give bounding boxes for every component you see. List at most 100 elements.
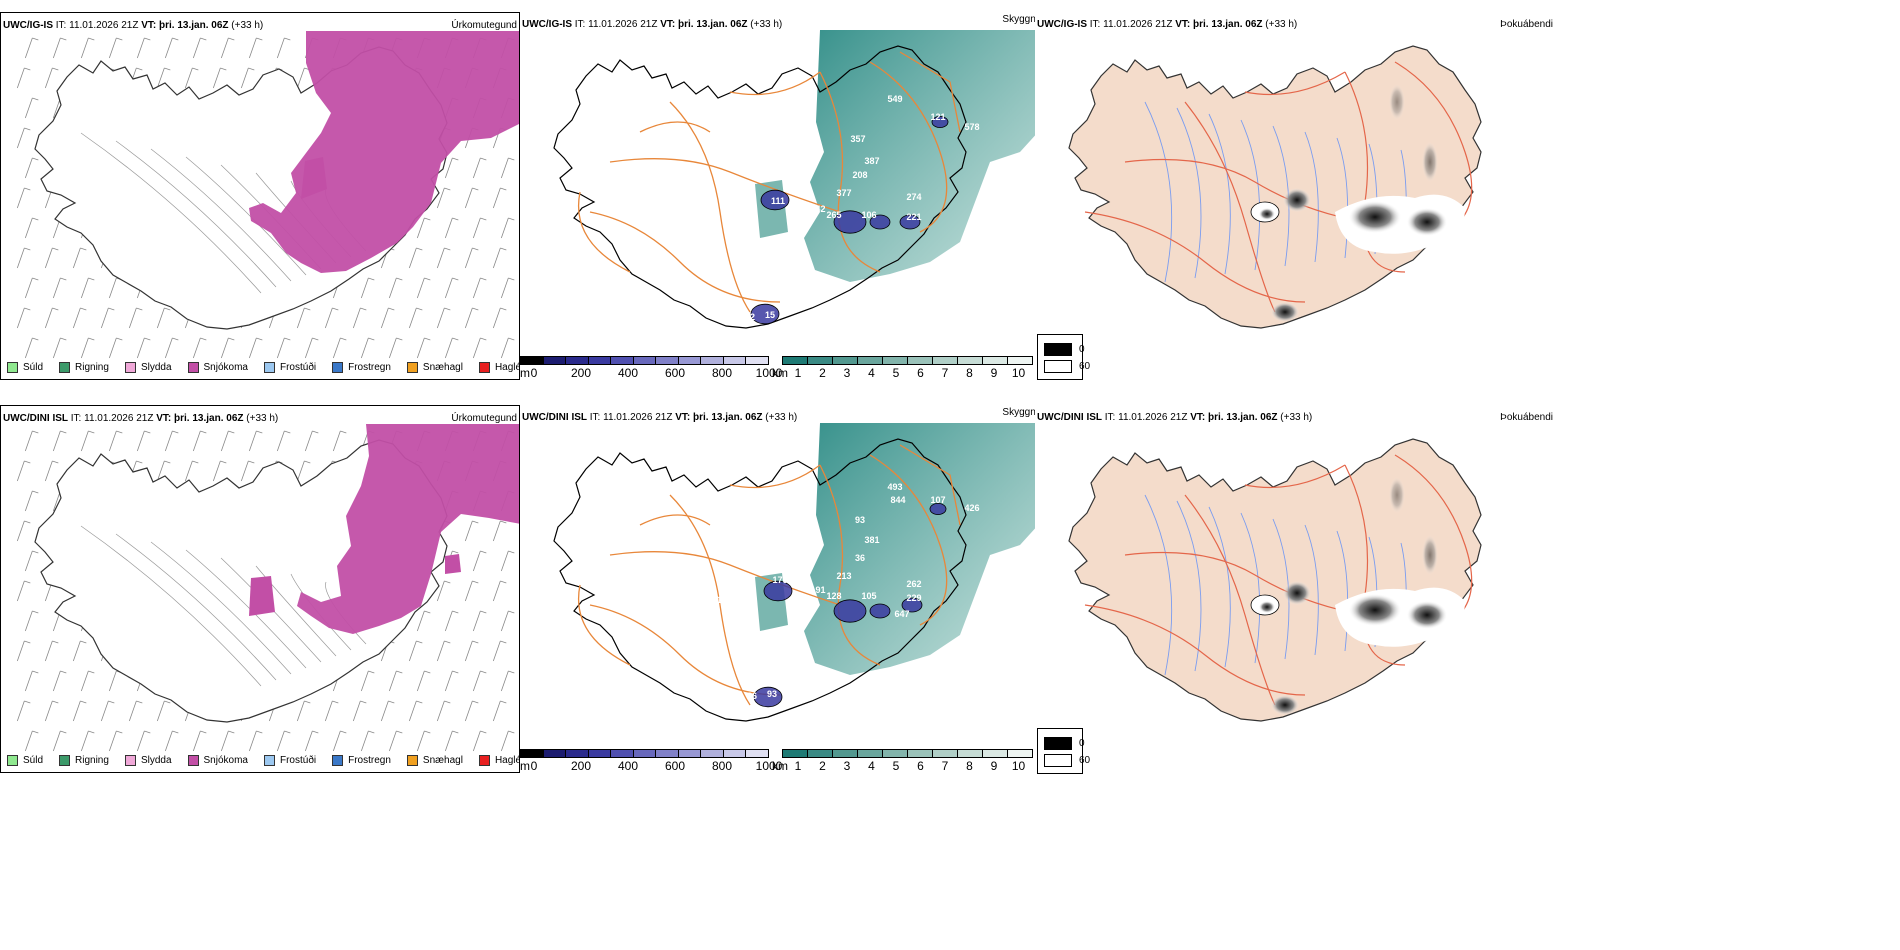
cloud-height-label: 208 xyxy=(852,170,867,180)
scale-tick-label: 7 xyxy=(941,759,949,773)
precip-map xyxy=(16,424,519,752)
legend-item-rigning: Rigning xyxy=(59,755,109,766)
color-bar-cell xyxy=(882,749,908,758)
cloud-height-label: 111 xyxy=(771,196,785,206)
color-bar-cell xyxy=(832,749,858,758)
legend-swatch xyxy=(406,362,418,373)
color-bar-cell xyxy=(655,356,679,365)
color-bar-cell xyxy=(520,749,544,758)
color-bar-cell xyxy=(655,749,679,758)
fog-panel-row1: UWC/IG-IS IT: 11.01.2026 21Z VT: þri. 13… xyxy=(1035,12,1555,332)
cloud-height-label: 377 xyxy=(836,188,851,198)
fog-key-low xyxy=(1044,754,1072,767)
color-bar-cell xyxy=(565,749,589,758)
cloud-height-label: 426 xyxy=(964,503,979,513)
scale-tick-label: 1 xyxy=(794,366,802,380)
cloud-height-label: 387 xyxy=(864,156,879,166)
cloud-panel-row1: UWC/IG-IS IT: 11.01.2026 21Z VT: þri. 13… xyxy=(520,12,1040,380)
color-bar-cell xyxy=(722,749,747,758)
cloud-height-label: 15 xyxy=(765,310,775,320)
legend-label: Haglél xyxy=(494,755,519,766)
legend-label: Slydda xyxy=(140,755,172,766)
color-bar-cell xyxy=(745,749,769,758)
scale-unit: m xyxy=(520,759,530,773)
color-bar-cell xyxy=(1007,749,1033,758)
scale-tick-label: 600 xyxy=(664,759,686,773)
color-bar-cell xyxy=(632,356,657,365)
height-scale: m 0 200 400 600 800 1000 xyxy=(520,749,782,773)
cloud-height-label: 213 xyxy=(836,571,851,581)
scale-tick-label: 200 xyxy=(570,366,592,380)
legend-label: Súld xyxy=(23,362,44,373)
fog-key-high xyxy=(1044,343,1072,356)
fog-key-high xyxy=(1044,737,1072,750)
color-bar-cell xyxy=(1007,356,1033,365)
legend-label: Haglél xyxy=(494,362,519,373)
legend-item-súld: Súld xyxy=(7,755,43,766)
scale-unit: km xyxy=(772,759,788,773)
scale-tick-label: 9 xyxy=(990,759,998,773)
cloud-height-label: 105 xyxy=(861,591,876,601)
cloud-height-label: 106 xyxy=(861,210,876,220)
legend-label: Rigning xyxy=(75,755,109,766)
cloud-height-label: 72 xyxy=(745,312,755,322)
cloud-height-label: 107 xyxy=(930,495,945,505)
scale-unit: m xyxy=(520,366,530,380)
scale-tick-label: 1000 xyxy=(755,366,783,380)
legend-label: Rigning xyxy=(75,362,109,373)
visibility-scale: km 1 2 3 4 5 6 7 8 9 10 xyxy=(772,356,1040,380)
color-bar-cell xyxy=(857,749,883,758)
fog-map xyxy=(1068,45,1482,329)
color-bar-cell xyxy=(807,356,833,365)
panel-header: UWC/IG-IS IT: 11.01.2026 21Z VT: þri. 13… xyxy=(3,20,264,31)
color-bar-cell xyxy=(932,356,958,365)
color-bar-cell xyxy=(587,749,612,758)
scale-tick-label: 4 xyxy=(868,759,875,773)
color-bar-cell xyxy=(520,356,544,365)
fog-map xyxy=(1068,438,1482,722)
legend-label: Slydda xyxy=(140,362,172,373)
legend-label: Frostúði xyxy=(279,362,317,373)
scale-tick-label: 0 xyxy=(530,366,538,380)
color-bar-cell xyxy=(982,356,1008,365)
scale-tick-label: 4 xyxy=(868,366,875,380)
cloud-height-label: 578 xyxy=(964,122,979,132)
fog-key-low xyxy=(1044,360,1072,373)
cloud-height-label: 111 xyxy=(717,595,731,605)
color-bar-cell xyxy=(677,749,702,758)
legend-item-súld: Súld xyxy=(7,362,43,373)
color-bar-cell xyxy=(857,356,883,365)
cloud-height-label: 36 xyxy=(855,553,865,563)
precip-map xyxy=(16,31,519,359)
panel-header: UWC/IG-IS IT: 11.01.2026 21Z VT: þri. 13… xyxy=(522,19,783,30)
legend-item-snjókoma: Snjókoma xyxy=(187,362,248,373)
cloud-height-label: 242 xyxy=(810,204,825,214)
legend-swatch xyxy=(478,755,490,766)
scale-tick-label: 8 xyxy=(966,759,973,773)
color-bar-cell xyxy=(542,356,567,365)
scale-tick-label: 2 xyxy=(819,366,826,380)
legend-item-rigning: Rigning xyxy=(59,362,109,373)
color-bar-cell xyxy=(807,749,833,758)
legend-label: Frostregn xyxy=(348,755,391,766)
scale-tick-label: 10 xyxy=(1011,759,1026,773)
legend-item-frostúði: Frostúði xyxy=(263,755,316,766)
legend-label: Snjókoma xyxy=(203,755,248,766)
color-bar-cell xyxy=(782,356,808,365)
scale-tick-label: 400 xyxy=(617,366,639,380)
color-bar-cell xyxy=(722,356,747,365)
panel-header: UWC/IG-IS IT: 11.01.2026 21Z VT: þri. 13… xyxy=(1037,19,1298,30)
legend-label: Snjókoma xyxy=(203,362,248,373)
legend-swatch xyxy=(263,755,275,766)
scale-tick-label: 1 xyxy=(794,759,802,773)
legend-swatch xyxy=(406,755,418,766)
color-bar-cell xyxy=(610,749,634,758)
cloud-height-label: 176 xyxy=(772,575,787,585)
legend-swatch xyxy=(59,755,71,766)
legend-label: Snæhagl xyxy=(422,362,463,373)
color-bar-cell xyxy=(700,749,724,758)
cloud-height-label: 262 xyxy=(906,579,921,589)
scale-tick-label: 5 xyxy=(892,366,900,380)
